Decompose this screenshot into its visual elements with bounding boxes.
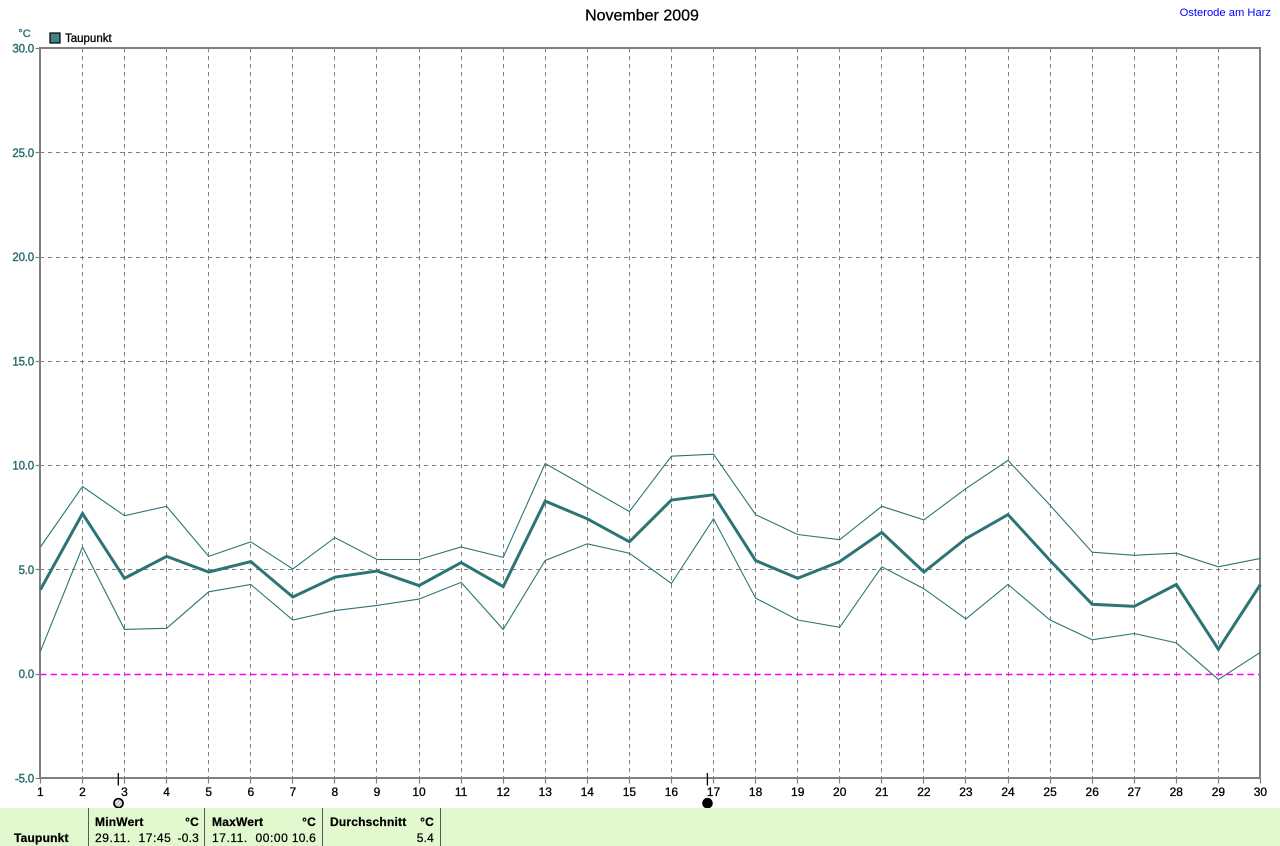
svg-text:°C: °C bbox=[18, 28, 30, 40]
svg-text:25.0: 25.0 bbox=[12, 148, 34, 160]
svg-text:24: 24 bbox=[1001, 785, 1015, 799]
svg-text:1: 1 bbox=[37, 785, 44, 799]
svg-text:0.0: 0.0 bbox=[19, 669, 34, 681]
svg-text:30.0: 30.0 bbox=[12, 44, 34, 56]
svg-text:27: 27 bbox=[1128, 785, 1142, 799]
svg-text:30: 30 bbox=[1254, 785, 1268, 799]
svg-text:23: 23 bbox=[959, 785, 973, 799]
svg-text:6: 6 bbox=[247, 785, 254, 799]
svg-text:20.0: 20.0 bbox=[12, 252, 34, 264]
svg-text:11: 11 bbox=[455, 785, 468, 799]
svg-text:5: 5 bbox=[205, 785, 212, 799]
svg-text:26: 26 bbox=[1086, 785, 1100, 799]
svg-text:4: 4 bbox=[163, 785, 170, 799]
svg-text:16: 16 bbox=[665, 785, 679, 799]
svg-text:17: 17 bbox=[707, 785, 721, 799]
svg-text:21: 21 bbox=[875, 785, 889, 799]
svg-text:29: 29 bbox=[1212, 785, 1226, 799]
svg-text:3: 3 bbox=[121, 785, 128, 799]
svg-text:13: 13 bbox=[539, 785, 553, 799]
svg-text:12: 12 bbox=[497, 785, 511, 799]
svg-text:19: 19 bbox=[791, 785, 805, 799]
svg-text:22: 22 bbox=[917, 785, 931, 799]
svg-text:20: 20 bbox=[833, 785, 847, 799]
svg-text:28: 28 bbox=[1170, 785, 1184, 799]
svg-text:14: 14 bbox=[581, 785, 595, 799]
svg-text:-5.0: -5.0 bbox=[15, 774, 34, 786]
svg-text:Taupunkt: Taupunkt bbox=[65, 33, 112, 45]
svg-text:9: 9 bbox=[374, 785, 381, 799]
svg-text:10.0: 10.0 bbox=[12, 461, 34, 473]
svg-text:7: 7 bbox=[289, 785, 296, 799]
svg-text:10: 10 bbox=[412, 785, 426, 799]
svg-text:8: 8 bbox=[332, 785, 339, 799]
svg-text:18: 18 bbox=[749, 785, 763, 799]
svg-text:November 2009: November 2009 bbox=[585, 8, 699, 25]
svg-text:15: 15 bbox=[623, 785, 637, 799]
svg-text:15.0: 15.0 bbox=[12, 356, 34, 368]
svg-text:2: 2 bbox=[79, 785, 86, 799]
svg-text:5.0: 5.0 bbox=[19, 565, 34, 577]
svg-text:Osterode am Harz: Osterode am Harz bbox=[1180, 7, 1272, 19]
svg-text:25: 25 bbox=[1043, 785, 1057, 799]
